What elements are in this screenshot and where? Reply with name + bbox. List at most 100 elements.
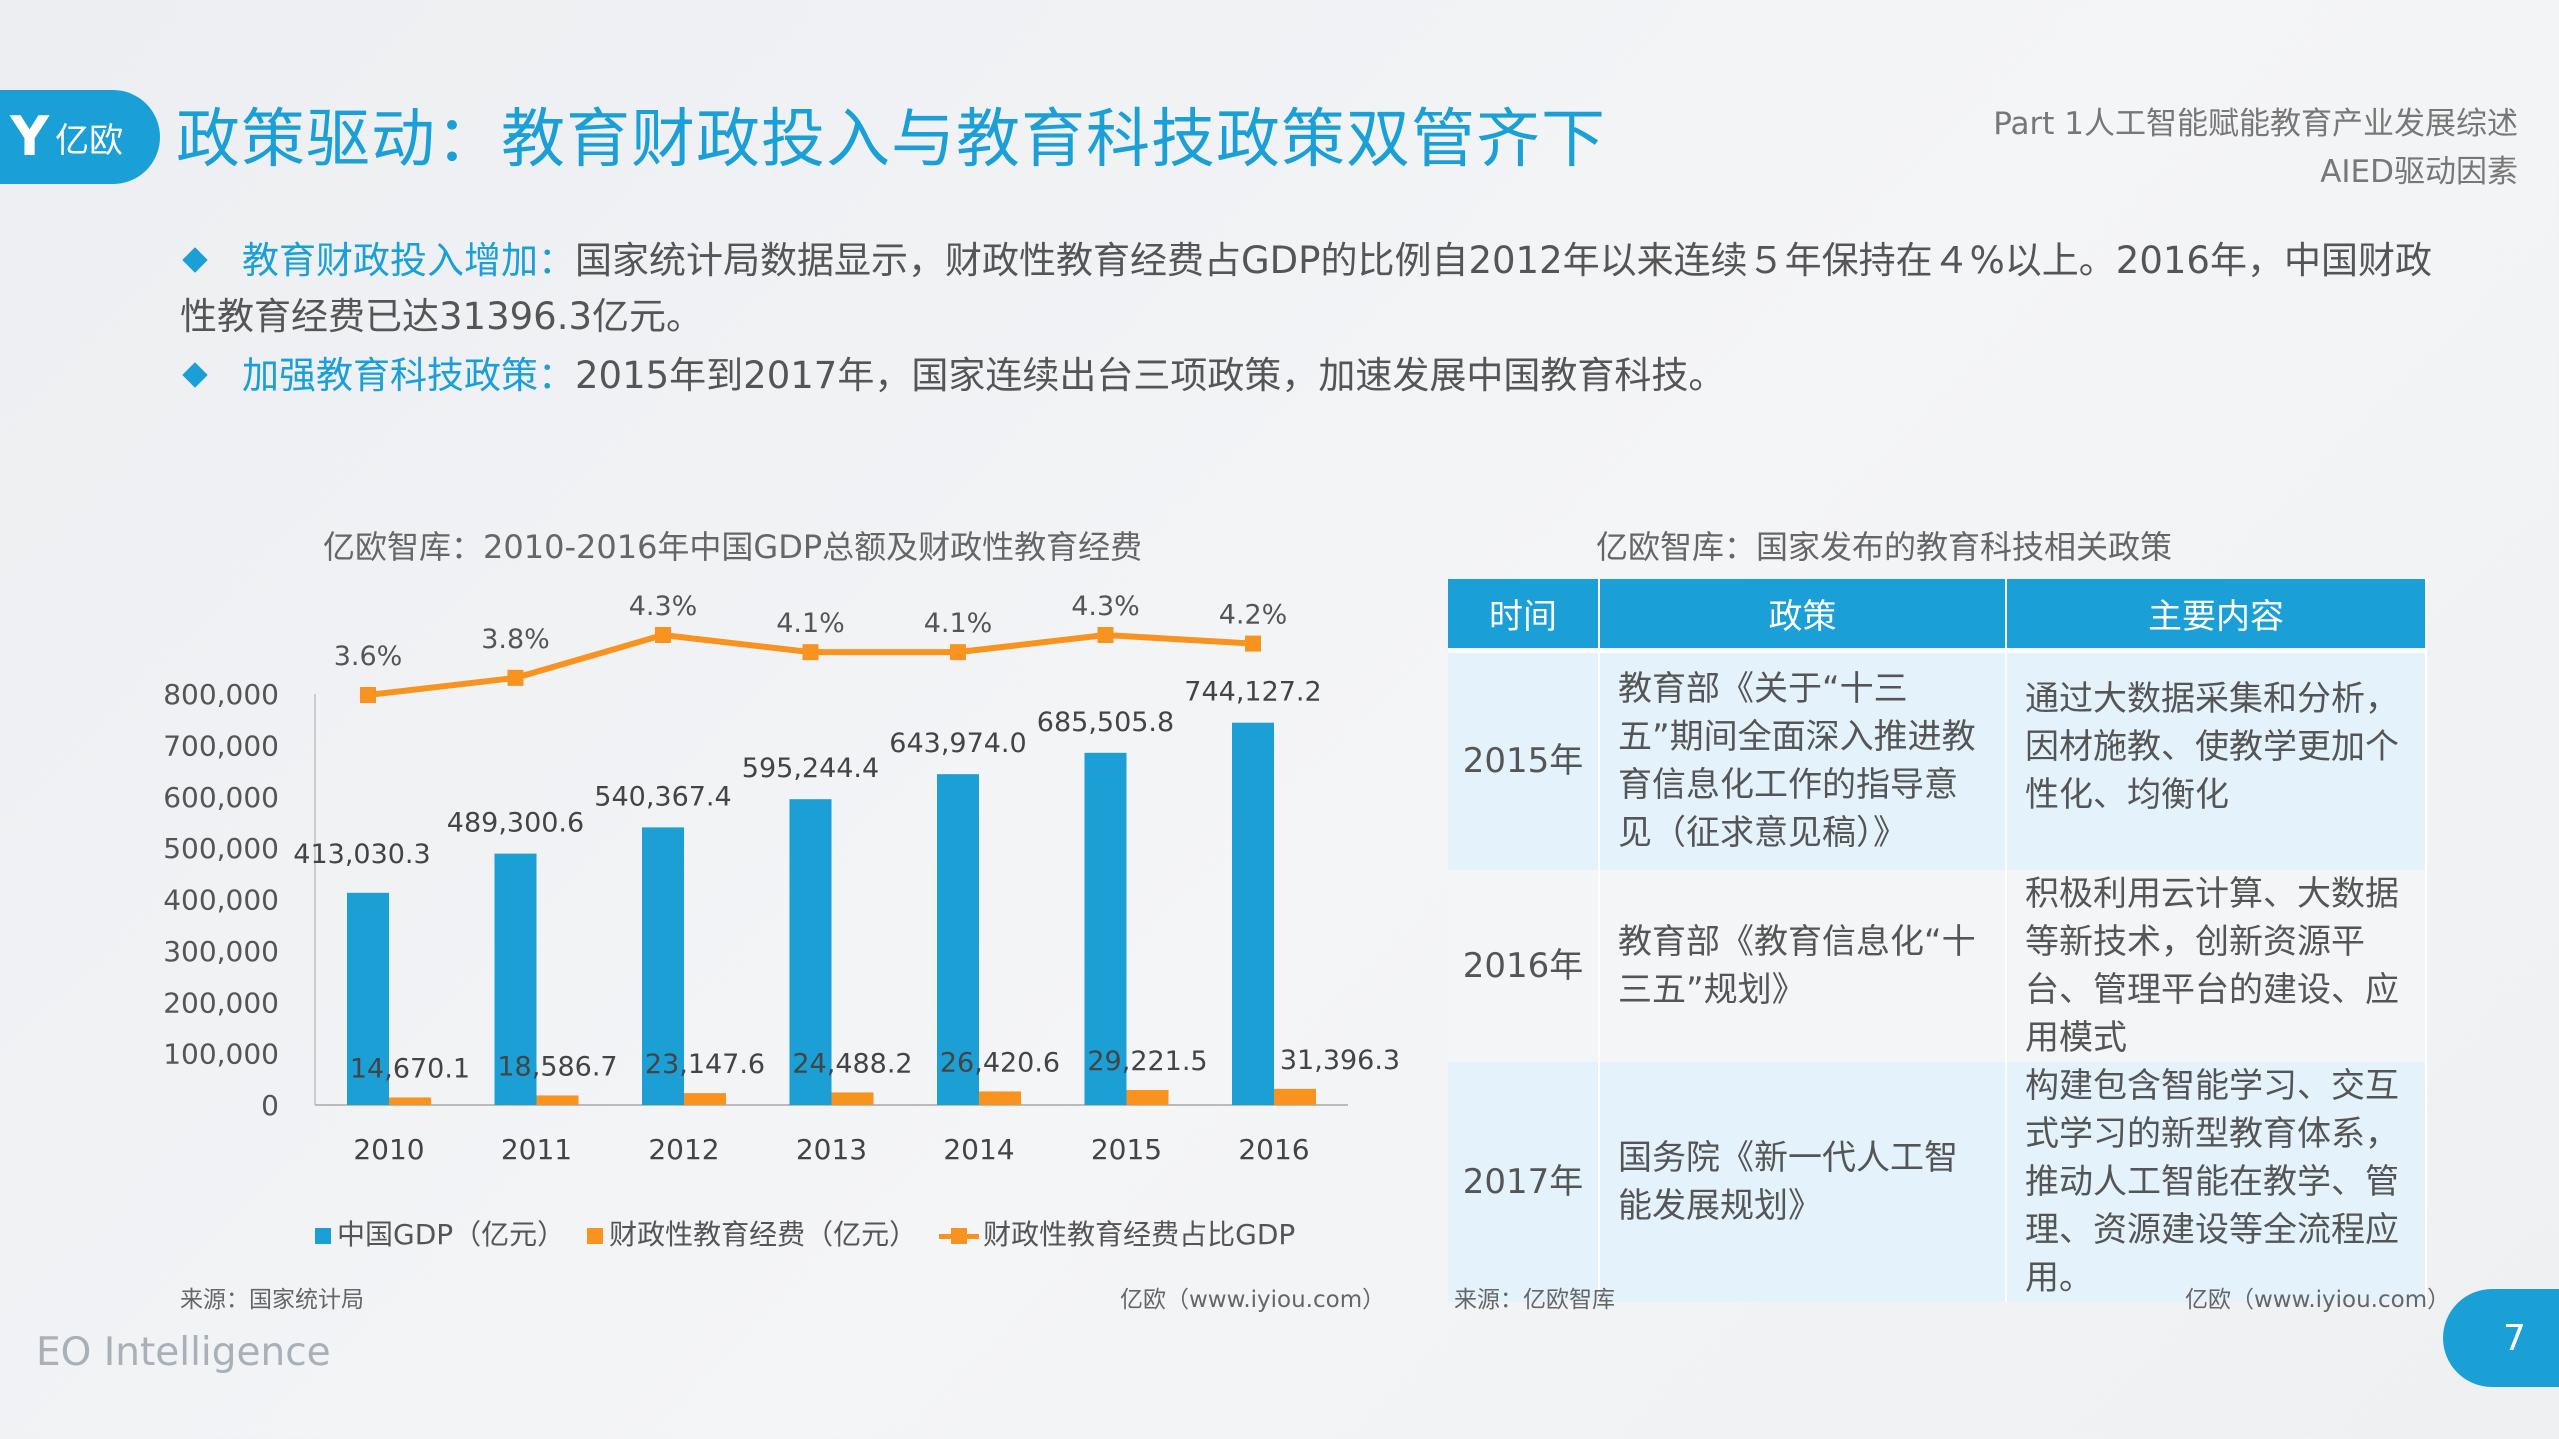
part-label: Part 1人工智能赋能教育产业发展综述 [1993,106,2518,142]
page-number: 7 [2443,1289,2559,1387]
edu-data-label: 29,221.5 [1087,1046,1207,1077]
gdp-bar [1084,752,1127,1105]
y-tick-label: 300,000 [163,935,279,968]
line-marker-icon [939,1227,980,1244]
chart-source-site: 亿欧（www.iyiou.com） [1120,1287,1386,1313]
bullet-text: 2015年到2017年，国家连续出台三项政策，加速发展中国教育科技。 [575,354,1726,397]
edu-bar [831,1092,874,1105]
table-row: 2017年 国务院《新一代人工智能发展规划》 构建包含智能学习、交互式学习的新型教育… [1448,1062,2427,1302]
logo-text: 亿欧 [55,120,124,161]
gdp-bar [347,892,389,1105]
ratio-marker [360,687,376,703]
bullet-item: 教育财政投入增加：国家统计局数据显示，财政性教育经费占GDP的比例自2012年以… [180,233,2450,345]
x-tick-label: 2012 [648,1133,719,1166]
cell-content: 通过大数据采集和分析，因材施教、使教学更加个性化、均衡化 [2006,650,2427,870]
ratio-marker [655,627,671,644]
gdp-data-label: 595,244.4 [742,753,879,784]
chart-title: 亿欧智库：2010-2016年中国GDP总额及财政性教育经费 [323,528,1143,566]
x-tick-label: 2010 [353,1133,424,1166]
ratio-data-label: 4.1% [776,608,845,639]
section-label: AIED驱动因素 [2320,154,2518,190]
cell-year: 2016年 [1448,870,1600,1062]
y-tick-label: 500,000 [163,832,279,865]
edu-data-label: 31,396.3 [1280,1045,1400,1076]
bullet-highlight: 加强教育科技政策： [242,354,575,397]
x-tick-label: 2011 [501,1133,572,1166]
edu-data-label: 24,488.2 [792,1048,912,1079]
ratio-data-label: 4.3% [1071,591,1140,622]
edu-bar [389,1097,431,1105]
gdp-data-label: 413,030.3 [293,839,430,870]
y-tick-label: 400,000 [163,884,279,917]
gdp-data-label: 685,505.8 [1037,707,1174,738]
ratio-marker [1245,635,1261,652]
logo-mark-icon: Y [10,105,50,168]
header-policy: 政策 [1599,579,2007,653]
table-title: 亿欧智库：国家发布的教育科技相关政策 [1596,528,2173,566]
gdp-data-label: 489,300.6 [447,808,584,839]
edu-data-label: 18,586.7 [497,1051,617,1082]
table-source: 来源：亿欧智库 [1454,1287,1615,1313]
logo: Y 亿欧 [0,90,160,184]
ratio-data-label: 4.3% [629,591,698,622]
gdp-data-label: 744,127.2 [1184,677,1321,708]
edu-data-label: 26,420.6 [940,1047,1060,1078]
ratio-data-label: 3.8% [481,624,550,655]
ratio-marker [950,644,966,661]
table-row: 2016年 教育部《教育信息化“十三五”规划》 积极利用云计算、大数据等新技术，创新… [1448,870,2427,1062]
cell-policy: 教育部《关于“十三五”期间全面深入推进教育信息化工作的指导意见（征求意见稿）》 [1599,650,2007,870]
bullet-highlight: 教育财政投入增加： [242,239,575,282]
ratio-data-label: 4.2% [1219,600,1288,631]
edu-bar [979,1091,1021,1105]
cell-policy: 教育部《教育信息化“十三五”规划》 [1599,870,2007,1062]
gdp-education-chart: 0 100,000 200,000 300,000 400,000 500,000 600,… [163,591,1400,1166]
ratio-marker [507,669,524,686]
y-tick-label: 600,000 [163,781,279,814]
table-source-site: 亿欧（www.iyiou.com） [2185,1287,2451,1313]
y-tick-label: 700,000 [163,729,279,762]
x-tick-label: 2013 [796,1133,867,1166]
chart-source: 来源：国家统计局 [180,1287,364,1313]
edu-data-label: 23,147.6 [645,1049,765,1080]
header-time: 时间 [1448,579,1600,653]
gdp-bar [642,827,684,1105]
cell-content: 构建包含智能学习、交互式学习的新型教育体系，推动人工智能在教学、管理、资源建设等… [2006,1062,2427,1302]
x-tick-label: 2015 [1091,1133,1162,1166]
cell-year: 2017年 [1448,1062,1600,1302]
bullet-item: 加强教育科技政策：2015年到2017年，国家连续出台三项政策，加速发展中国教育… [180,348,2450,404]
ratio-marker [802,644,819,661]
cell-policy: 国务院《新一代人工智能发展规划》 [1599,1062,2007,1302]
chart-legend: 中国GDP（亿元） 财政性教育经费（亿元） 财政性教育经费占比GDP [315,1213,1295,1253]
x-tick-label: 2016 [1238,1133,1309,1166]
gdp-bar [1232,722,1274,1105]
header-content: 主要内容 [2006,579,2427,653]
edu-bar [684,1093,726,1105]
gdp-data-label: 540,367.4 [594,781,731,812]
ratio-data-label: 4.1% [924,608,993,639]
edu-bar [1274,1088,1316,1105]
gdp-data-label: 643,974.0 [889,728,1026,759]
page-title: 政策驱动：教育财政投入与教育科技政策双管齐下 [176,103,1606,177]
ratio-data-label: 3.6% [334,641,403,672]
edu-bar [1126,1089,1169,1105]
y-tick-label: 0 [261,1089,279,1122]
cell-year: 2015年 [1448,650,1600,870]
orange-square-icon [587,1228,604,1244]
diamond-bullet-icon [182,246,208,273]
table-row: 2015年 教育部《关于“十三五”期间全面深入推进教育信息化工作的指导意见（征求意… [1448,650,2427,870]
brand-footer: EO Intelligence [36,1330,331,1375]
bullet-text: 国家统计局数据显示，财政性教育经费占GDP的比例自2012年以来连续５年保持在４… [180,239,2432,338]
gdp-bar [789,799,832,1105]
cell-content: 积极利用云计算、大数据等新技术，创新资源平台、管理平台的建设、应用模式 [2006,870,2427,1062]
gdp-bar [937,774,979,1105]
diamond-bullet-icon [182,361,208,388]
x-tick-label: 2014 [943,1133,1014,1166]
y-tick-label: 200,000 [163,986,279,1019]
edu-bar [536,1095,579,1105]
table-header: 时间 政策 主要内容 [1448,579,2427,653]
legend-ratio: 财政性教育经费占比GDP [939,1213,1295,1253]
legend-edu: 财政性教育经费（亿元） [587,1213,917,1253]
blue-square-icon [315,1228,331,1244]
gdp-bar [494,853,537,1105]
y-tick-label: 800,000 [163,678,279,711]
